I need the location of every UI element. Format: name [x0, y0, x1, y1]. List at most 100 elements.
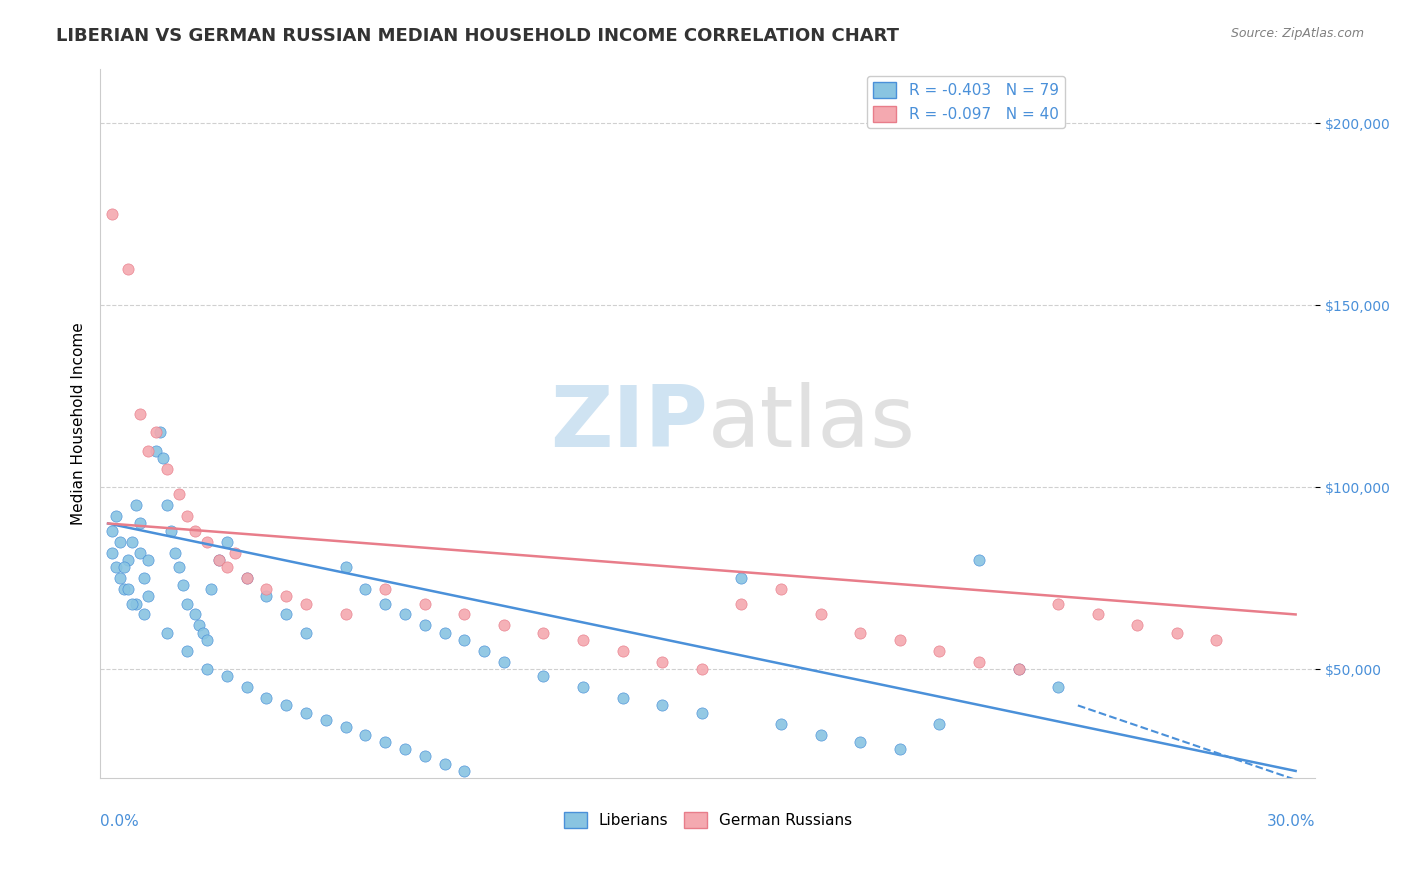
Point — [195, 662, 218, 676]
Point — [354, 727, 377, 741]
Point — [335, 560, 357, 574]
Point — [533, 669, 555, 683]
Point — [1047, 597, 1070, 611]
Point — [374, 597, 396, 611]
Point — [215, 534, 238, 549]
Point — [453, 764, 475, 778]
Point — [889, 742, 911, 756]
Point — [433, 625, 456, 640]
Point — [121, 597, 143, 611]
Point — [413, 618, 436, 632]
Point — [394, 607, 416, 622]
Point — [200, 582, 222, 596]
Point — [195, 534, 218, 549]
Point — [730, 571, 752, 585]
Point — [117, 553, 139, 567]
Point — [295, 706, 318, 720]
Point — [121, 534, 143, 549]
Point — [136, 443, 159, 458]
Point — [145, 443, 167, 458]
Text: LIBERIAN VS GERMAN RUSSIAN MEDIAN HOUSEHOLD INCOME CORRELATION CHART: LIBERIAN VS GERMAN RUSSIAN MEDIAN HOUSEH… — [56, 27, 900, 45]
Point — [128, 545, 150, 559]
Point — [928, 716, 950, 731]
Point — [169, 560, 191, 574]
Point — [132, 607, 155, 622]
Point — [849, 625, 872, 640]
Point — [453, 607, 475, 622]
Point — [188, 618, 211, 632]
Point — [254, 691, 277, 706]
Point — [413, 749, 436, 764]
Point — [769, 582, 792, 596]
Point — [148, 425, 170, 440]
Point — [160, 524, 183, 538]
Point — [108, 571, 131, 585]
Point — [176, 644, 198, 658]
Point — [184, 524, 207, 538]
Point — [810, 607, 832, 622]
Point — [136, 589, 159, 603]
Point — [572, 680, 595, 694]
Point — [1007, 662, 1029, 676]
Point — [176, 597, 198, 611]
Point — [690, 706, 713, 720]
Point — [254, 589, 277, 603]
Point — [651, 698, 673, 713]
Point — [651, 655, 673, 669]
Point — [235, 571, 257, 585]
Text: ZIP: ZIP — [550, 382, 707, 465]
Point — [104, 509, 127, 524]
Point — [152, 450, 174, 465]
Point — [136, 553, 159, 567]
Point — [967, 553, 990, 567]
Point — [374, 582, 396, 596]
Point — [453, 632, 475, 647]
Point — [128, 407, 150, 421]
Point — [215, 560, 238, 574]
Point — [1205, 632, 1227, 647]
Point — [101, 524, 124, 538]
Point — [169, 487, 191, 501]
Point — [156, 625, 179, 640]
Point — [208, 553, 231, 567]
Point — [572, 632, 595, 647]
Point — [112, 582, 135, 596]
Point — [215, 669, 238, 683]
Point — [276, 698, 298, 713]
Point — [235, 680, 257, 694]
Point — [132, 571, 155, 585]
Point — [184, 607, 207, 622]
Point — [335, 720, 357, 734]
Point — [117, 582, 139, 596]
Point — [433, 756, 456, 771]
Point — [413, 597, 436, 611]
Point — [1007, 662, 1029, 676]
Point — [101, 545, 124, 559]
Point — [612, 644, 634, 658]
Point — [165, 545, 187, 559]
Point — [492, 618, 515, 632]
Text: 0.0%: 0.0% — [100, 814, 139, 829]
Point — [128, 516, 150, 531]
Point — [208, 553, 231, 567]
Point — [224, 545, 246, 559]
Point — [889, 632, 911, 647]
Point — [108, 534, 131, 549]
Point — [967, 655, 990, 669]
Point — [315, 713, 337, 727]
Point — [810, 727, 832, 741]
Point — [612, 691, 634, 706]
Y-axis label: Median Household Income: Median Household Income — [72, 322, 86, 524]
Point — [533, 625, 555, 640]
Point — [172, 578, 194, 592]
Point — [112, 560, 135, 574]
Point — [1087, 607, 1109, 622]
Point — [928, 644, 950, 658]
Point — [295, 625, 318, 640]
Text: Source: ZipAtlas.com: Source: ZipAtlas.com — [1230, 27, 1364, 40]
Point — [1126, 618, 1149, 632]
Point — [117, 261, 139, 276]
Text: 30.0%: 30.0% — [1267, 814, 1316, 829]
Point — [191, 625, 214, 640]
Point — [276, 589, 298, 603]
